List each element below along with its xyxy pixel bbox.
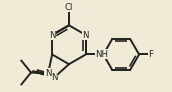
Text: N: N	[49, 31, 55, 39]
Text: N: N	[45, 69, 51, 78]
Text: N: N	[51, 73, 58, 82]
Text: NH: NH	[95, 50, 108, 59]
Text: Cl: Cl	[65, 3, 73, 12]
Text: F: F	[148, 50, 153, 59]
Text: N: N	[83, 31, 89, 39]
